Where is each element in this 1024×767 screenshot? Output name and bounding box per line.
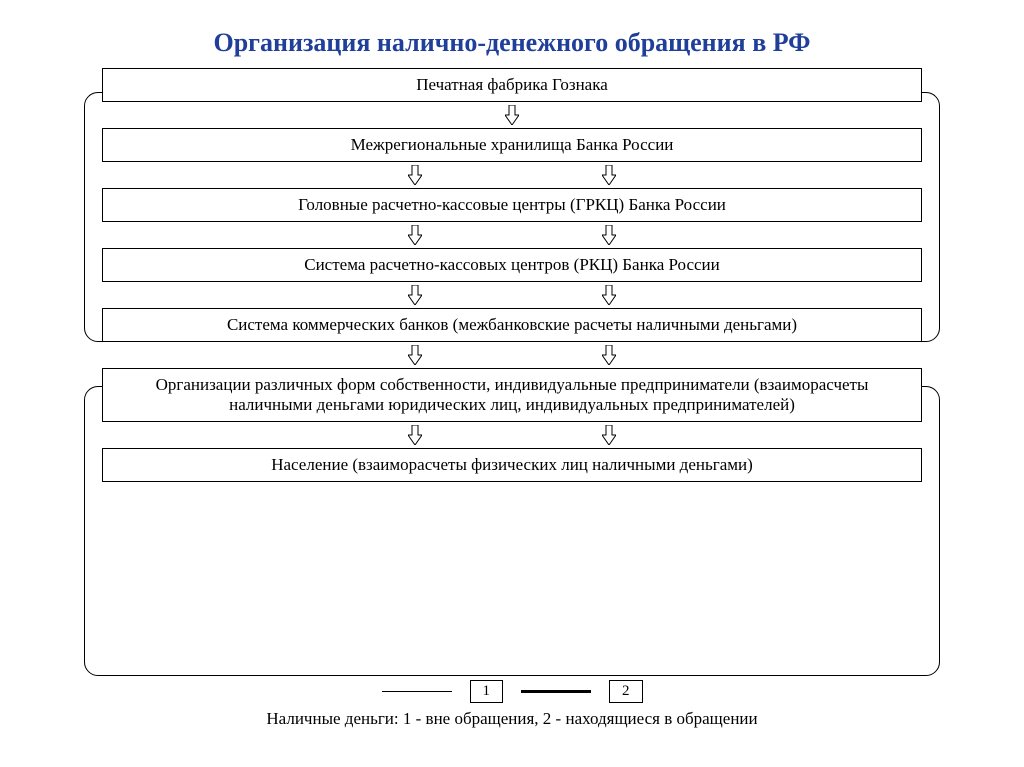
down-arrow-icon — [602, 225, 616, 245]
legend-label-1: 1 — [470, 680, 504, 703]
arrow-3-4 — [102, 222, 922, 248]
down-arrow-icon — [408, 425, 422, 445]
box-goznak: Печатная фабрика Гознака — [102, 68, 922, 102]
legend-row: 1 2 — [0, 680, 1024, 703]
legend: 1 2 Наличные деньги: 1 - вне обращения, … — [0, 680, 1024, 729]
box-storage: Межрегиональные хранилища Банка России — [102, 128, 922, 162]
down-arrow-icon — [602, 285, 616, 305]
down-arrow-icon — [602, 345, 616, 365]
down-arrow-icon — [408, 225, 422, 245]
arrow-2-3 — [102, 162, 922, 188]
down-arrow-icon — [505, 105, 519, 125]
down-arrow-icon — [408, 345, 422, 365]
arrow-6-7 — [102, 422, 922, 448]
down-arrow-icon — [408, 165, 422, 185]
arrow-5-6 — [102, 342, 922, 368]
down-arrow-icon — [602, 425, 616, 445]
box-commercial-banks: Система коммерческих банков (межбанковск… — [102, 308, 922, 342]
legend-line-thin — [382, 691, 452, 692]
flowchart: Печатная фабрика Гознака Межрегиональные… — [102, 68, 922, 482]
arrow-4-5 — [102, 282, 922, 308]
legend-line-thick — [521, 690, 591, 693]
down-arrow-icon — [408, 285, 422, 305]
legend-label-2: 2 — [609, 680, 643, 703]
box-organizations: Организации различных форм собственности… — [102, 368, 922, 422]
legend-caption: Наличные деньги: 1 - вне обращения, 2 - … — [0, 709, 1024, 729]
arrow-1-2 — [102, 102, 922, 128]
box-population: Население (взаиморасчеты физических лиц … — [102, 448, 922, 482]
box-rkc: Система расчетно-кассовых центров (РКЦ) … — [102, 248, 922, 282]
down-arrow-icon — [602, 165, 616, 185]
box-grkc: Головные расчетно-кассовые центры (ГРКЦ)… — [102, 188, 922, 222]
page-title: Организация налично-денежного обращения … — [0, 0, 1024, 68]
